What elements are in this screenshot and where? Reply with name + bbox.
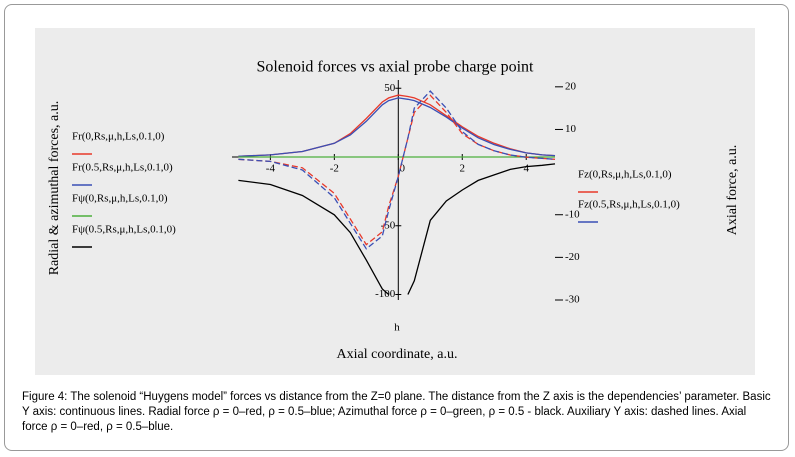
legend-label: Fz(0,Rs,μ,h,Ls,0.1,0) <box>578 169 672 181</box>
series-line <box>238 97 556 157</box>
legend-label: Fr(0,Rs,μ,h,Ls,0.1,0) <box>72 131 165 143</box>
y-axis-label: Radial & azimuthal forces, a.u. <box>47 101 62 276</box>
chart-background <box>35 28 755 375</box>
y2-tick-label: -10 <box>565 208 580 220</box>
x-axis-label: Axial coordinate, a.u. <box>337 347 458 362</box>
x-tick-label: 4 <box>523 163 529 175</box>
x-tick-label: -4 <box>266 163 276 175</box>
x-tick-label: -2 <box>330 163 339 175</box>
caption: Figure 4: The solenoid “Huygens model” f… <box>22 391 771 433</box>
y-tick-label: -100 <box>375 288 396 300</box>
chart-title: Solenoid forces vs axial probe charge po… <box>257 59 535 76</box>
series-line <box>238 90 556 250</box>
y-tick-label: -50 <box>381 219 396 231</box>
legend-label: Fr(0.5,Rs,μ,h,Ls,0.1,0) <box>72 162 173 174</box>
y2-tick-label: -20 <box>565 251 580 263</box>
x-variable: h <box>394 322 400 334</box>
legend-label: Fz(0.5,Rs,μ,h,Ls,0.1,0) <box>578 199 680 211</box>
y2-tick-label: 10 <box>565 123 577 135</box>
figure-frame <box>4 4 789 451</box>
legend-label: Fψ(0,Rs,μ,h,Ls,0.1,0) <box>72 193 168 205</box>
legend-label: Fψ(0.5,Rs,μ,h,Ls,0.1,0) <box>72 224 176 236</box>
y-tick-label: 50 <box>384 82 396 94</box>
x-tick-label: 0 <box>400 163 406 175</box>
y2-tick-label: 20 <box>565 80 577 92</box>
x-tick-label: 2 <box>460 163 466 175</box>
y2-axis-label: Axial force, a.u. <box>725 145 740 236</box>
series-line <box>238 163 556 295</box>
y2-tick-label: -30 <box>565 294 580 306</box>
